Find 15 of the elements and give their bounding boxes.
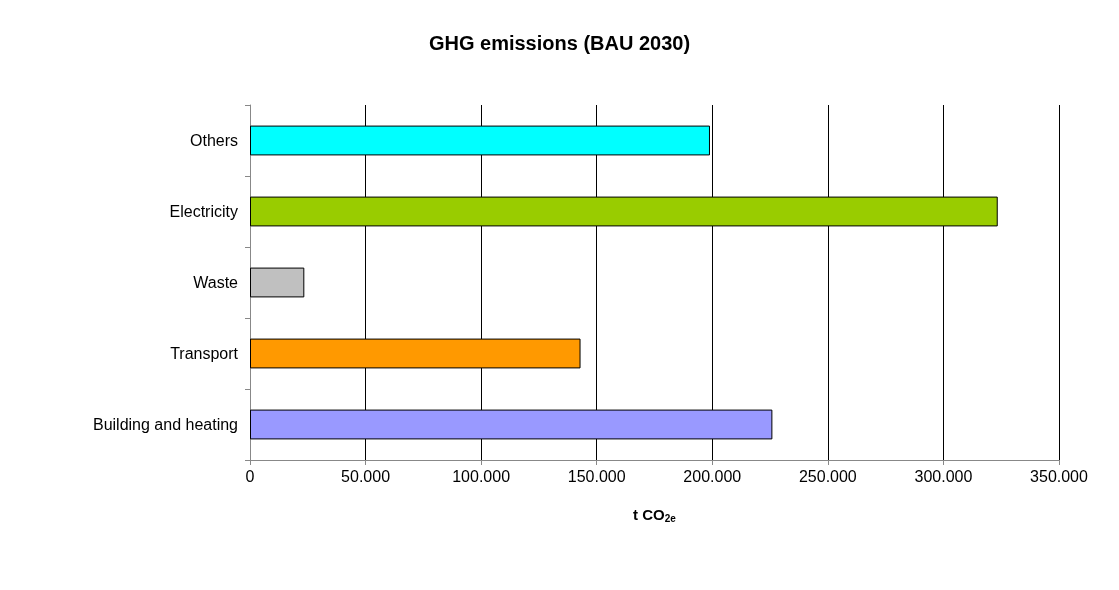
bar	[250, 267, 305, 298]
x-tick-label: 350.000	[1030, 467, 1089, 485]
y-tick-label: Electricity	[169, 203, 238, 220]
x-tick-label: 150.000	[567, 467, 626, 485]
chart-title: GHG emissions (BAU 2030)	[428, 32, 691, 54]
y-tick-label: Building and heating	[92, 416, 238, 433]
x-tick-label: 250.000	[798, 467, 857, 485]
x-tick-label: 50.000	[341, 467, 391, 485]
x-tick-label: 300.000	[914, 467, 973, 485]
x-tick-label: 200.000	[683, 467, 742, 485]
y-tick-label: Others	[189, 132, 238, 149]
y-tick-label: Transport	[170, 345, 239, 362]
x-tick-label: 100.000	[452, 467, 511, 485]
x-tick-label: 0	[245, 467, 255, 485]
y-tick-label: Waste	[193, 274, 239, 291]
